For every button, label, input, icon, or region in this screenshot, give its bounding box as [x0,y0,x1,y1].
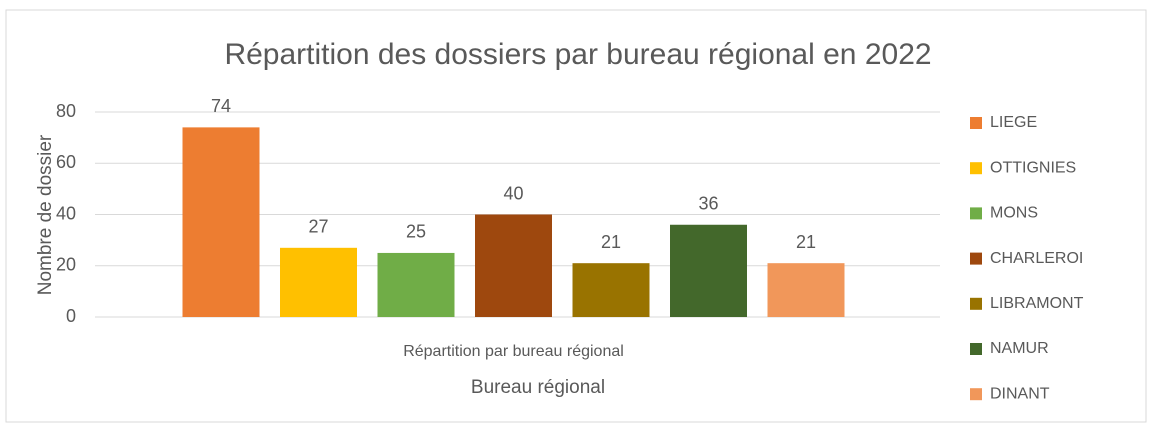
bar [475,214,552,317]
chart-title: Répartition des dossiers par bureau régi… [224,38,931,71]
y-tick-label: 80 [56,101,76,121]
legend-label: LIEGE [990,114,1037,131]
data-label: 36 [698,194,718,214]
legend-swatch [970,297,982,310]
y-axis-label: Nombre de dossier [35,134,56,295]
bar [767,263,845,317]
legend-swatch [970,117,982,129]
y-tick-label: 20 [56,255,76,275]
bar [182,127,260,317]
bar [572,263,650,317]
legend-label: CHARLEROI [990,250,1083,267]
legend-label: LIBRAMONT [990,295,1084,312]
data-label: 40 [503,183,523,203]
x-axis-label: Bureau régional [471,377,605,398]
legend-swatch [970,343,982,355]
legend-swatch [970,388,982,401]
y-tick-label: 60 [56,152,76,172]
bar [670,224,747,317]
y-tick-label: 40 [56,203,76,223]
data-label: 25 [406,222,426,242]
data-label: 21 [601,232,621,252]
data-label: 27 [308,217,328,237]
y-tick-label: 0 [66,306,76,326]
legend-label: NAMUR [990,340,1049,357]
legend-swatch [970,252,982,265]
legend-swatch [970,207,982,220]
legend-label: MONS [990,205,1038,222]
x-tick-label: Répartition par bureau régional [403,343,624,360]
legend-label: OTTIGNIES [990,159,1076,176]
legend-label: DINANT [990,385,1050,402]
bar [280,247,357,317]
bar [377,252,455,317]
data-label: 21 [796,232,816,252]
legend-swatch [970,162,982,175]
data-label: 74 [211,96,231,116]
